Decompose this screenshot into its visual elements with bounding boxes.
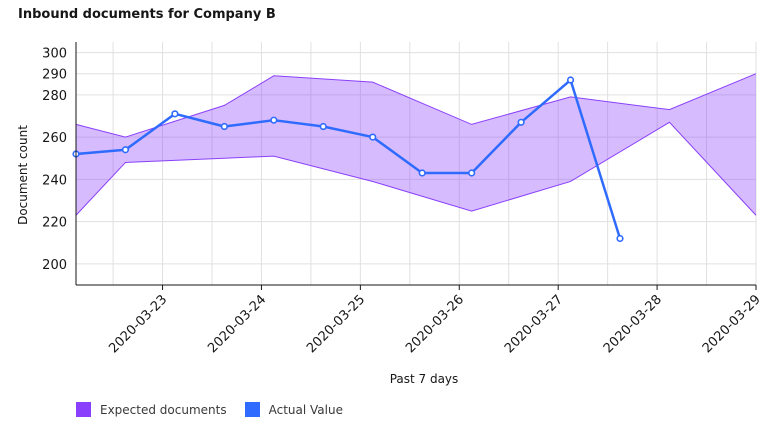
actual-series (72, 76, 624, 243)
legend-label-actual: Actual Value (268, 402, 343, 417)
legend-swatch-actual (244, 402, 260, 417)
y-tick-label: 260 (42, 131, 67, 146)
actual-data-point[interactable] (270, 116, 278, 124)
x-tick-label: 2020-03-24 (205, 292, 269, 356)
actual-data-point[interactable] (171, 110, 179, 118)
actual-data-point[interactable] (517, 118, 525, 126)
x-tick-label: 2020-03-28 (601, 292, 665, 356)
y-tick-label: 200 (42, 258, 67, 273)
x-tick-label: 2020-03-29 (700, 292, 764, 356)
y-tick-labels: 200 220 240 260 280 290 300 (42, 47, 67, 273)
x-tick-label: 2020-03-26 (403, 292, 467, 356)
actual-data-point[interactable] (566, 76, 575, 84)
actual-data-point[interactable] (616, 234, 624, 243)
actual-series-line (75, 78, 622, 239)
legend-item-expected[interactable]: Expected documents (76, 402, 227, 417)
actual-data-point[interactable] (369, 133, 377, 141)
axes (75, 42, 757, 290)
x-tick-labels: 2020-03-23 2020-03-24 2020-03-25 2020-03-26… (106, 292, 763, 356)
expected-band-area (76, 73, 756, 216)
expected-band-lower (75, 121, 757, 216)
legend-item-actual[interactable]: Actual Value (244, 402, 343, 417)
actual-data-point[interactable] (121, 146, 130, 154)
y-tick-label: 220 (42, 216, 67, 231)
grid-lines (76, 42, 757, 285)
x-axis-title: Past 7 days (390, 372, 459, 386)
y-tick-label: 240 (42, 173, 67, 188)
actual-data-point[interactable] (220, 122, 228, 131)
actual-data-point[interactable] (468, 169, 476, 177)
legend-swatch-expected (76, 402, 91, 417)
chart-title: Inbound documents for Company B (18, 7, 276, 22)
x-tick-label: 2020-03-27 (502, 292, 566, 356)
x-tick-label: 2020-03-23 (106, 292, 170, 356)
y-tick-label: 300 (42, 47, 67, 62)
y-tick-label: 280 (42, 89, 67, 104)
y-tick-label: 290 (42, 68, 67, 83)
actual-data-point[interactable] (319, 122, 327, 131)
y-axis-title: Document count (16, 125, 30, 225)
legend: Expected documents Actual Value (76, 402, 361, 417)
legend-label-expected: Expected documents (100, 402, 227, 417)
x-tick-label: 2020-03-25 (304, 292, 368, 356)
actual-data-point[interactable] (418, 169, 426, 177)
